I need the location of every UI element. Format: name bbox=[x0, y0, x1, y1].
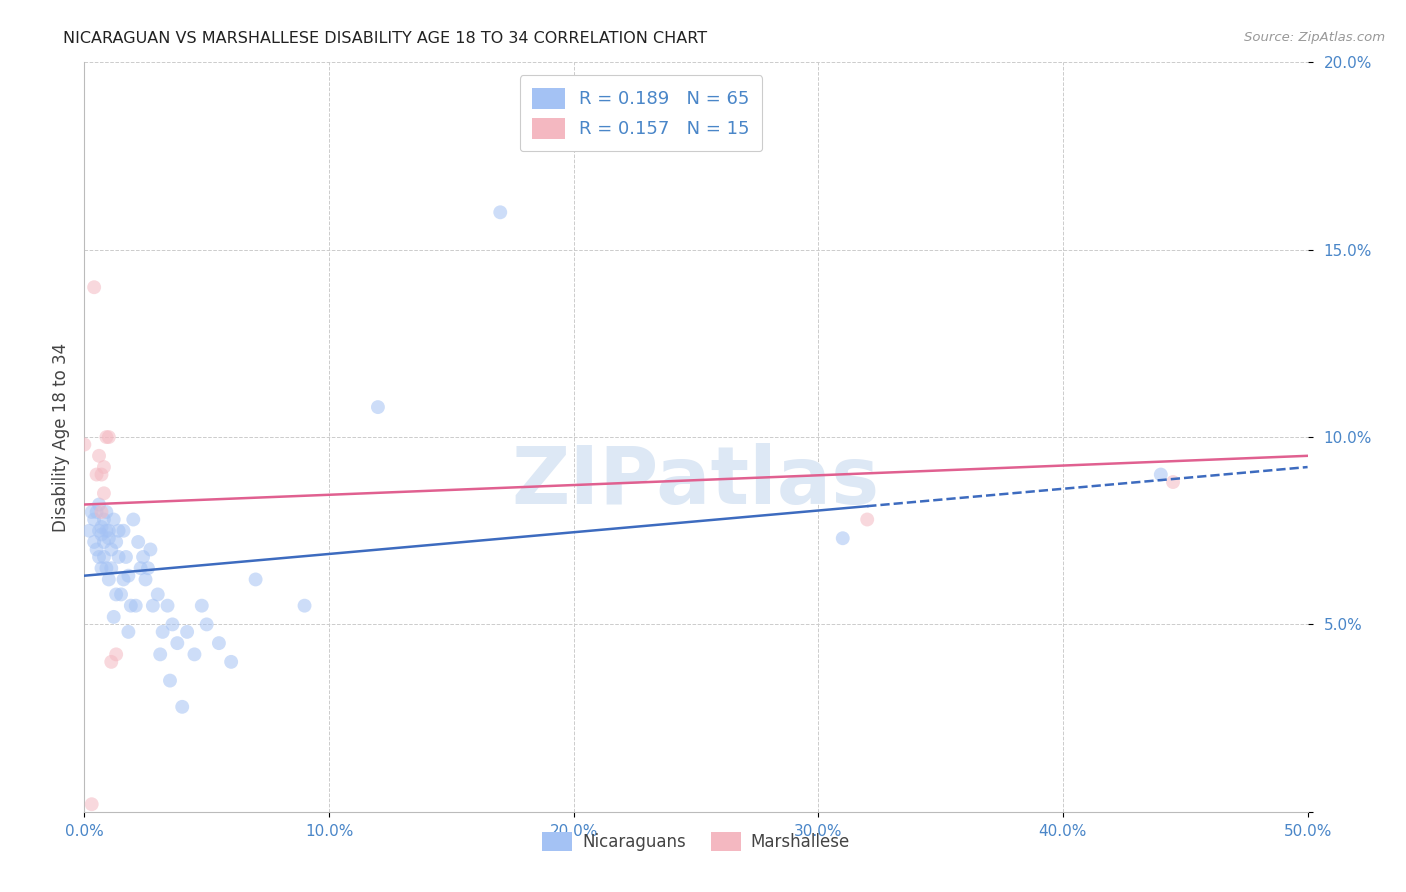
Point bbox=[112, 573, 135, 587]
Point bbox=[87, 524, 110, 538]
Point bbox=[142, 599, 165, 613]
Text: NICARAGUAN VS MARSHALLESE DISABILITY AGE 18 TO 34 CORRELATION CHART: NICARAGUAN VS MARSHALLESE DISABILITY AGE… bbox=[63, 31, 707, 46]
Point bbox=[86, 542, 108, 557]
Point bbox=[135, 573, 157, 587]
Point bbox=[105, 648, 128, 662]
Point bbox=[195, 617, 218, 632]
Point bbox=[96, 505, 118, 519]
Point bbox=[80, 797, 103, 812]
Point bbox=[208, 636, 231, 650]
Point bbox=[73, 437, 96, 451]
Point bbox=[96, 430, 118, 444]
Point bbox=[80, 505, 103, 519]
Point bbox=[103, 610, 125, 624]
Point bbox=[125, 599, 148, 613]
Point bbox=[96, 524, 118, 538]
Point bbox=[100, 561, 122, 575]
Point bbox=[86, 467, 108, 482]
Point bbox=[93, 512, 115, 526]
Point bbox=[245, 573, 267, 587]
Point bbox=[117, 624, 139, 639]
Point bbox=[120, 599, 142, 613]
Point bbox=[90, 561, 112, 575]
Point bbox=[87, 498, 110, 512]
Point bbox=[136, 561, 159, 575]
Point bbox=[159, 673, 181, 688]
Point bbox=[96, 561, 118, 575]
Point bbox=[93, 460, 115, 475]
Point bbox=[132, 549, 155, 564]
Point bbox=[97, 573, 120, 587]
Point bbox=[127, 535, 149, 549]
Point bbox=[90, 520, 112, 534]
Point bbox=[105, 535, 128, 549]
Point bbox=[162, 617, 184, 632]
Point bbox=[83, 535, 105, 549]
Point bbox=[93, 486, 115, 500]
Point bbox=[90, 527, 112, 541]
Point bbox=[831, 531, 853, 545]
Point bbox=[1161, 475, 1184, 489]
Point bbox=[77, 524, 100, 538]
Point bbox=[149, 648, 172, 662]
Point bbox=[122, 512, 145, 526]
Point bbox=[183, 648, 205, 662]
Point bbox=[93, 535, 115, 549]
Point bbox=[294, 599, 316, 613]
Point bbox=[86, 505, 108, 519]
Point bbox=[93, 549, 115, 564]
Point bbox=[117, 568, 139, 582]
Point bbox=[156, 599, 179, 613]
Point bbox=[105, 587, 128, 601]
Point bbox=[172, 699, 194, 714]
Point bbox=[152, 624, 174, 639]
Point bbox=[219, 655, 242, 669]
Point bbox=[97, 531, 120, 545]
Point bbox=[367, 400, 389, 414]
Point bbox=[100, 655, 122, 669]
Legend: Nicaraguans, Marshallese: Nicaraguans, Marshallese bbox=[534, 823, 858, 860]
Point bbox=[115, 549, 138, 564]
Point bbox=[97, 524, 120, 538]
Point bbox=[107, 524, 129, 538]
Point bbox=[83, 512, 105, 526]
Point bbox=[100, 542, 122, 557]
Point bbox=[146, 587, 169, 601]
Point bbox=[191, 599, 214, 613]
Text: Source: ZipAtlas.com: Source: ZipAtlas.com bbox=[1244, 31, 1385, 45]
Point bbox=[90, 467, 112, 482]
Point bbox=[97, 430, 120, 444]
Point bbox=[176, 624, 198, 639]
Point bbox=[107, 549, 129, 564]
Point bbox=[856, 512, 879, 526]
Y-axis label: Disability Age 18 to 34: Disability Age 18 to 34 bbox=[52, 343, 70, 532]
Point bbox=[87, 449, 110, 463]
Point bbox=[489, 205, 512, 219]
Point bbox=[110, 587, 132, 601]
Point bbox=[112, 524, 135, 538]
Point bbox=[83, 280, 105, 294]
Point bbox=[166, 636, 188, 650]
Point bbox=[129, 561, 152, 575]
Point bbox=[103, 512, 125, 526]
Point bbox=[87, 549, 110, 564]
Point bbox=[1150, 467, 1173, 482]
Point bbox=[90, 505, 112, 519]
Text: ZIPatlas: ZIPatlas bbox=[512, 443, 880, 521]
Point bbox=[139, 542, 162, 557]
